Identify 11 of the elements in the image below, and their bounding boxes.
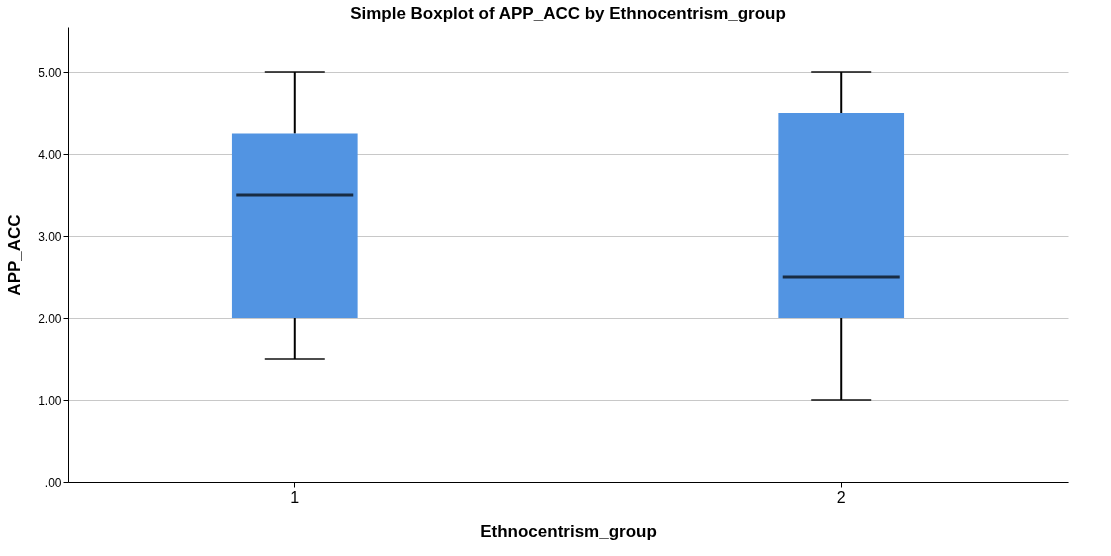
x-axis-title: Ethnocentrism_group [480,521,657,541]
y-tick-label: 5.00 [38,65,62,80]
x-tick-label: 2 [836,488,846,506]
y-axis-title: APP_ACC [5,214,25,296]
y-tick-label: 2.00 [38,311,62,326]
x-tick-label: 1 [290,488,300,506]
y-tick-label: 1.00 [38,393,62,408]
y-tick-label: .00 [44,475,62,490]
chart-title: Simple Boxplot of APP_ACC by Ethnocentrism_group [350,4,786,23]
y-tick-label: 3.00 [38,229,62,244]
y-tick-label: 4.00 [38,147,62,162]
